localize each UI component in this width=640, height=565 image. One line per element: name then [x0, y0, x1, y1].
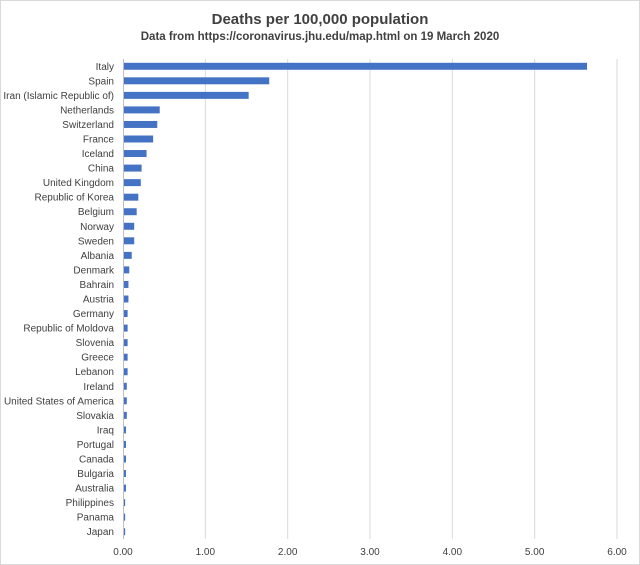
category-label: United States of America	[4, 396, 114, 407]
bar	[123, 513, 126, 521]
bar	[123, 62, 588, 70]
category-label: Albania	[81, 251, 115, 262]
bar	[123, 208, 137, 216]
bar	[123, 106, 160, 114]
category-label: Denmark	[73, 265, 115, 276]
category-label: Germany	[73, 309, 114, 320]
bar	[123, 150, 147, 158]
bar	[123, 266, 130, 274]
bar	[123, 528, 126, 536]
bar	[123, 193, 139, 201]
x-tick-label: 3.00	[360, 547, 380, 558]
bar	[123, 397, 127, 405]
category-label: Lebanon	[75, 367, 114, 378]
bar	[123, 135, 154, 143]
category-label: Iceland	[82, 149, 114, 160]
bar	[123, 295, 129, 303]
category-label: Republic of Moldova	[23, 324, 114, 335]
category-label: Portugal	[77, 440, 114, 451]
bar	[123, 324, 128, 332]
category-label: Sweden	[78, 236, 114, 247]
category-label: Canada	[79, 455, 114, 466]
category-label: Australia	[75, 484, 114, 495]
bar	[123, 339, 128, 347]
bar	[123, 499, 126, 507]
gridlines	[204, 59, 618, 539]
bar	[123, 411, 127, 419]
x-tick-label: 1.00	[196, 547, 216, 558]
x-tick-label: 2.00	[278, 547, 298, 558]
bar	[123, 77, 270, 85]
bar	[123, 353, 128, 361]
bar	[123, 426, 126, 434]
category-label: Austria	[83, 295, 115, 306]
bar	[123, 455, 126, 463]
category-label: Bulgaria	[77, 469, 114, 480]
bar	[123, 470, 126, 478]
category-label: United Kingdom	[43, 178, 114, 189]
bar	[123, 484, 126, 492]
category-label: Iraq	[97, 425, 114, 436]
category-label: Switzerland	[62, 120, 114, 131]
bar	[123, 91, 249, 99]
bar	[123, 368, 128, 376]
category-label: Netherlands	[60, 105, 114, 116]
x-tick-label: 5.00	[525, 547, 545, 558]
category-label: Republic of Korea	[35, 193, 115, 204]
bar	[123, 440, 126, 448]
category-label: Spain	[88, 76, 114, 87]
category-label: Japan	[87, 527, 114, 538]
bar	[123, 382, 127, 390]
category-label: Italy	[96, 62, 114, 73]
x-tick-label: 4.00	[443, 547, 463, 558]
category-label: Iran (Islamic Republic of)	[3, 91, 114, 102]
category-label: Ireland	[83, 382, 114, 393]
category-label: Slovakia	[76, 411, 114, 422]
bars	[123, 62, 588, 536]
tick-labels: 0.00 1.00 2.00 3.00 4.00 5.00 6.00	[113, 547, 627, 558]
category-label: Greece	[81, 353, 114, 364]
category-label: France	[83, 135, 115, 146]
category-label: Belgium	[78, 207, 114, 218]
category-label: Bahrain	[80, 280, 114, 291]
x-tick-label: 6.00	[607, 547, 627, 558]
category-label: Philippines	[66, 498, 114, 509]
category-labels: Italy Spain Iran (Islamic Republic of) Neth…	[3, 62, 115, 538]
bar	[123, 164, 142, 172]
bar	[123, 280, 129, 288]
chart-subtitle: Data from https://coronavirus.jhu.edu/ma…	[140, 31, 500, 43]
category-label: Panama	[77, 513, 115, 524]
bar	[123, 251, 132, 259]
bar	[123, 310, 128, 318]
bar	[123, 179, 141, 187]
bar	[123, 222, 135, 230]
chart-title: Deaths per 100,000 population	[211, 11, 429, 28]
x-tick-label: 0.00	[113, 547, 133, 558]
category-label: China	[88, 164, 115, 175]
category-label: Slovenia	[76, 338, 115, 349]
category-label: Norway	[80, 222, 114, 233]
bar	[123, 237, 135, 245]
bar	[123, 120, 158, 128]
